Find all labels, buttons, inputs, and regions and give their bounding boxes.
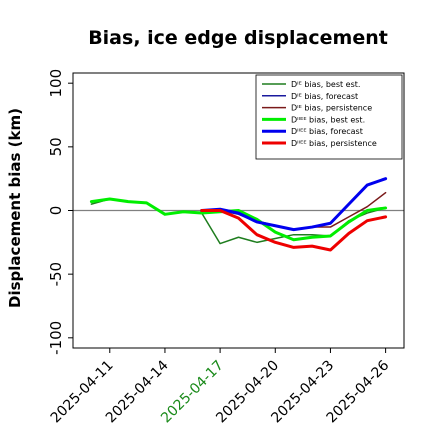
legend-box [255, 74, 403, 160]
y-tick-label: 100 [47, 69, 65, 98]
legend-entry-5: Dᴵᴵᴱᴱ bias, forecast [291, 127, 363, 136]
y-tick-label: 50 [47, 137, 65, 156]
legend-entry-6: Dᴵᴵᴱᴱ bias, persistence [291, 139, 377, 148]
y-tick-label: 0 [47, 206, 65, 216]
plot-area: -100-500501002025-04-112025-04-142025-04… [47, 69, 405, 426]
legend-entry-4: Dᴵᴵᴱᴱ bias, best est. [291, 115, 365, 124]
series-line-6 [200, 209, 388, 252]
legend-entry-3: Dᴵᴱ bias, persistence [291, 104, 372, 113]
y-axis-label: Displacement bias (km) [6, 108, 24, 308]
chart-title: Bias, ice edge displacement [88, 27, 388, 49]
y-tick-label: -100 [47, 321, 65, 355]
legend-entry-2: Dᴵᴱ bias, forecast [291, 92, 358, 101]
series-line-5 [200, 177, 388, 232]
legend: Dᴵᴱ bias, best est. Dᴵᴱ bias, forecast Dᴵᴱ… [255, 74, 403, 160]
y-tick-label: -50 [47, 262, 65, 287]
legend-entry-1: Dᴵᴱ bias, best est. [291, 80, 360, 89]
series-line-4 [89, 197, 388, 242]
series-line-2 [200, 177, 387, 231]
